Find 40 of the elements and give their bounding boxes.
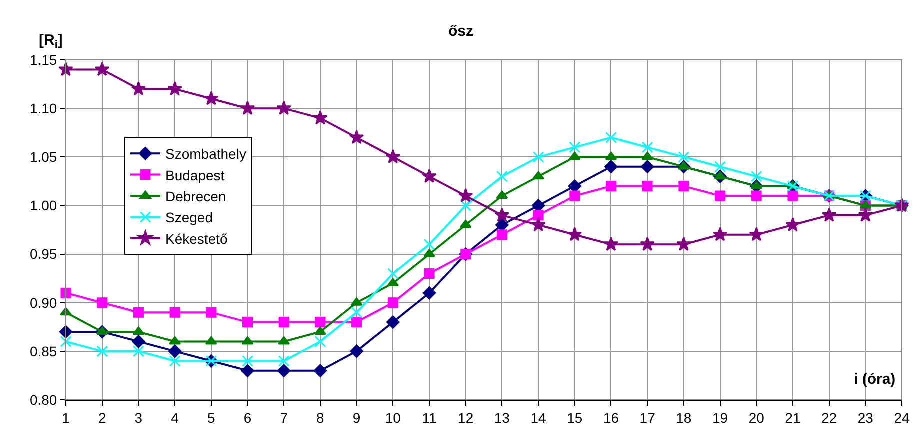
y-tick-label: 0.90 <box>30 294 58 311</box>
y-axis-title: [R$_{i}$] <box>39 32 63 52</box>
y-tick-label: 1.10 <box>30 100 58 116</box>
x-tick-label: 1 <box>62 410 70 426</box>
x-tick-label: 6 <box>244 410 252 426</box>
y-tick-label: 1.05 <box>30 149 58 166</box>
legend-label: Budapest <box>166 167 225 184</box>
x-tick-label: 24 <box>894 410 910 426</box>
x-tick-label: 19 <box>712 410 728 426</box>
legend-label: Kékestető <box>166 230 228 247</box>
x-tick-label: 18 <box>676 410 692 426</box>
x-tick-label: 12 <box>458 410 474 426</box>
y-tick-label: 0.80 <box>30 392 58 408</box>
x-tick-label: 9 <box>352 410 361 426</box>
x-tick-label: 20 <box>748 410 765 426</box>
x-tick-label: 5 <box>207 410 216 426</box>
chart-title: ősz <box>448 22 474 40</box>
x-tick-label: 16 <box>603 410 620 426</box>
x-axis-title: i (óra) <box>854 371 896 388</box>
x-tick-label: 10 <box>385 410 402 426</box>
y-tick-label: 1.15 <box>30 52 58 68</box>
legend-label: Debrecen <box>166 188 226 204</box>
legend-label: Szeged <box>166 210 214 226</box>
x-tick-label: 4 <box>171 410 180 426</box>
x-tick-label: 17 <box>640 410 656 426</box>
y-tick-label: 0.85 <box>30 343 58 360</box>
x-tick-label: 7 <box>280 410 288 426</box>
x-tick-label: 21 <box>785 410 801 426</box>
x-tick-label: 14 <box>530 410 547 426</box>
legend-label: Szombathely <box>166 146 246 162</box>
x-tick-label: 23 <box>858 410 874 426</box>
y-tick-label: 0.95 <box>30 246 58 262</box>
y-tick-label: 1.00 <box>30 198 58 214</box>
x-tick-label: 8 <box>316 410 325 426</box>
x-tick-label: 2 <box>98 410 106 426</box>
x-tick-label: 13 <box>494 410 510 426</box>
x-tick-label: 11 <box>422 410 437 426</box>
x-tick-label: 3 <box>134 410 143 426</box>
x-tick-label: 15 <box>567 410 583 426</box>
x-tick-label: 22 <box>822 410 838 426</box>
